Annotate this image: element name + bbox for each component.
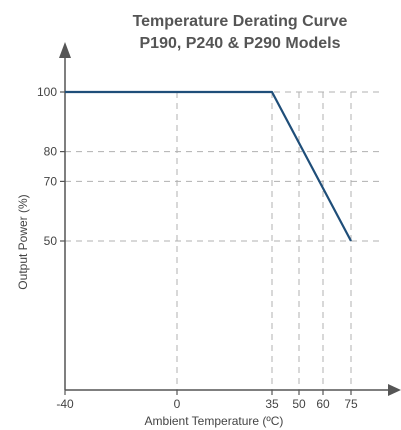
y-tick-label-80: 80 <box>44 145 58 159</box>
x-axis-label: Ambient Temperature (ºC) <box>145 414 284 428</box>
chart-title-line-2: P190, P240 & P290 Models <box>140 35 341 52</box>
grid-lines <box>65 91 380 390</box>
chart-title-line-1: Temperature Derating Curve <box>133 13 348 30</box>
x-tick-label-75: 75 <box>344 397 358 411</box>
series-line-0 <box>65 90 352 242</box>
y-tick-label-50: 50 <box>44 234 58 248</box>
x-tick-label--40: -40 <box>56 397 74 411</box>
y-axis-arrow-icon <box>59 42 71 58</box>
x-axis-arrow-icon <box>388 384 401 396</box>
series <box>64 90 352 242</box>
x-tick-label-0: 0 <box>174 397 181 411</box>
x-tick-label-35: 35 <box>265 397 279 411</box>
axes <box>59 42 401 396</box>
x-tick-label-60: 60 <box>316 397 330 411</box>
y-tick-label-70: 70 <box>44 174 58 188</box>
y-tick-label-100: 100 <box>37 85 57 99</box>
x-tick-label-50: 50 <box>292 397 306 411</box>
tick-labels: 100 80 70 50 -40 0 35 50 60 75 <box>37 85 358 411</box>
y-axis-label: Output Power (%) <box>16 194 30 289</box>
